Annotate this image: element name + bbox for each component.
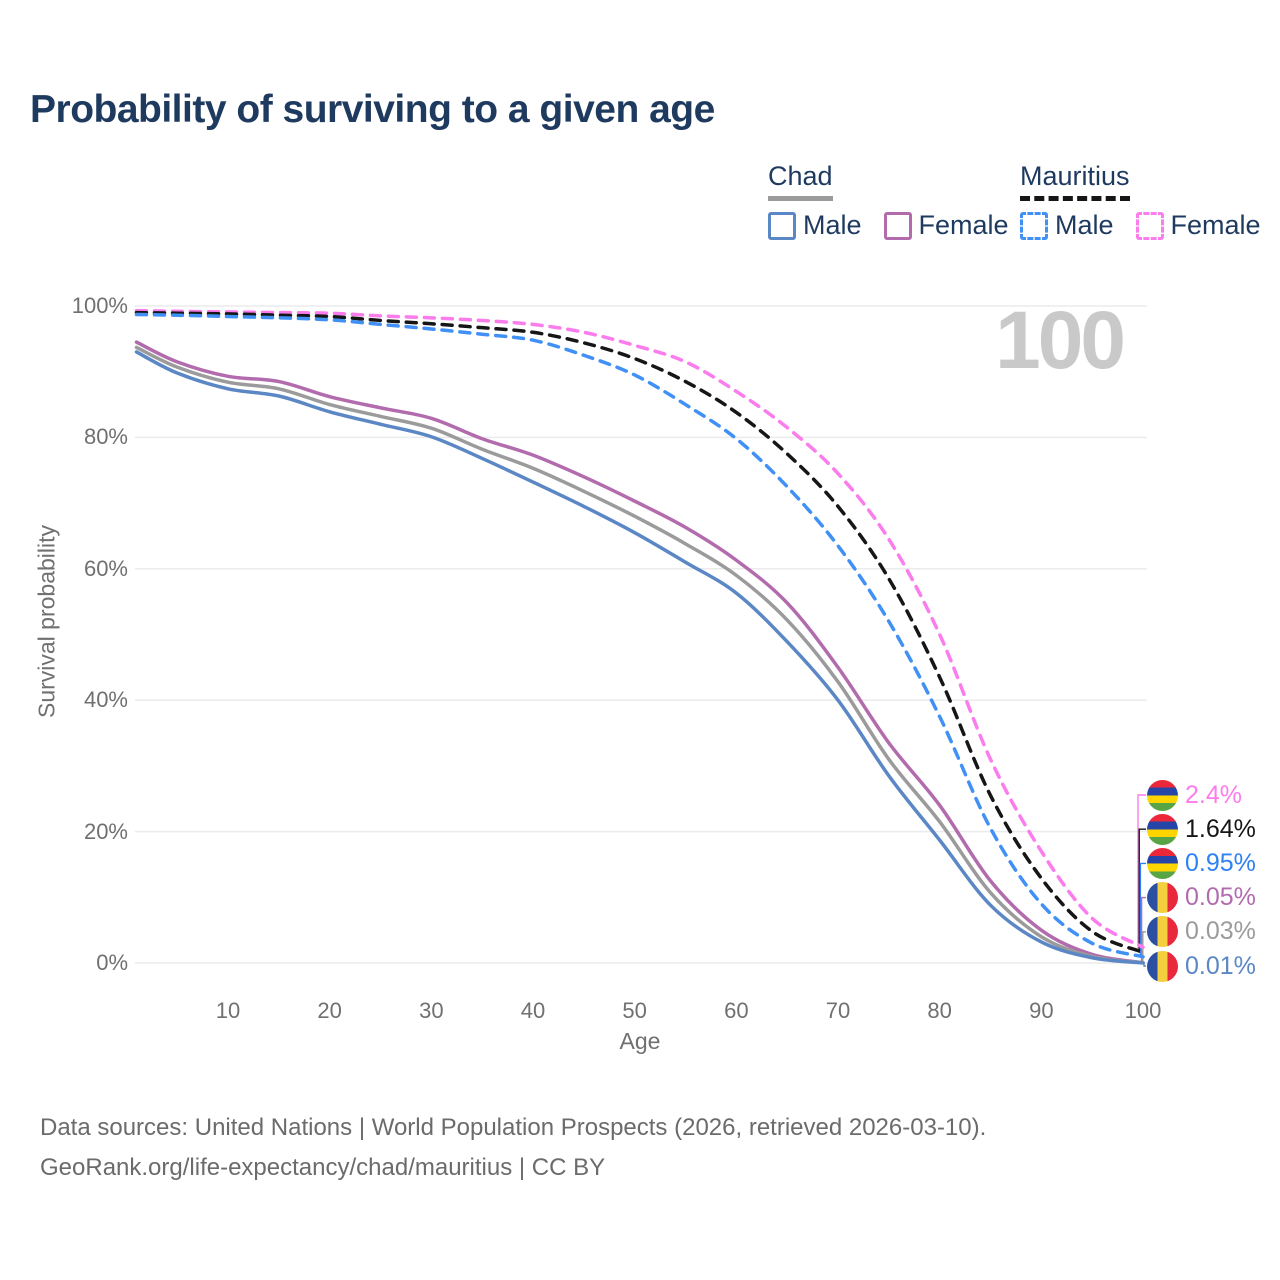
legend-item-label: Male [803,210,862,240]
mauritius-flag-icon [1147,779,1178,811]
chad-flag-icon [1147,950,1178,982]
x-tick-label: 40 [520,998,546,1023]
curve-chad-male [134,350,1145,965]
chad-flag-icon [1147,882,1178,914]
end-label-value: 0.95% [1185,848,1256,877]
x-tick-label: 20 [317,998,342,1023]
legend-item-chad-male[interactable]: Male [768,210,862,241]
legend-country-label: Mauritius [1020,161,1130,201]
curve-mauritius-male [134,312,1145,959]
chad-flag-icon [1147,916,1178,948]
x-tick-label: 60 [724,998,749,1023]
legend-item-mauritius-female[interactable]: Female [1135,210,1261,241]
legend-item-label: Male [1055,210,1114,240]
legend-group-mauritius: Mauritius Male Female [1020,161,1280,241]
age-watermark: 100 [995,295,1126,386]
legend-item-label: Female [918,210,1009,240]
curve-chad-both [134,345,1145,965]
end-label-mauritius-female: 2.4% [1147,779,1242,811]
mauritius-flag-icon [1147,847,1178,879]
footer-attribution: GeoRank.org/life-expectancy/chad/mauriti… [40,1154,606,1181]
y-tick-label: 0% [96,950,128,975]
legend-item-label: Female [1170,210,1261,240]
end-label-value: 0.03% [1185,917,1256,946]
legend-checkbox-icon[interactable] [1135,211,1164,240]
curve-mauritius-both [134,310,1145,954]
curve-mauritius-female [134,308,1145,949]
x-tick-label: 90 [1029,998,1054,1023]
x-tick-label: 50 [622,998,647,1023]
end-label-chad-male: 0.01% [1147,950,1256,982]
y-tick-label: 20% [83,818,128,844]
legend-checkbox-icon[interactable] [768,211,796,240]
x-tick-label: 10 [215,998,241,1023]
legend-group-chad: Chad Male Female [768,161,1031,241]
y-tick-label: 100% [71,293,128,318]
chart-title: Probability of surviving to a given age [30,88,715,131]
y-tick-label: 60% [83,555,128,581]
end-label-value: 0.01% [1185,951,1256,980]
end-label-value: 1.64% [1185,814,1256,843]
x-tick-label: 100 [1124,998,1162,1023]
end-label-value: 2.4% [1185,780,1242,809]
footer: Data sources: United Nations | World Pop… [40,1108,986,1188]
x-axis-title: Age [619,1028,661,1054]
legend-item-mauritius-male[interactable]: Male [1020,210,1114,241]
end-label-chad-female: 0.05% [1147,882,1256,914]
curve-chad-female [134,340,1145,965]
end-label-mauritius-male: 0.95% [1147,847,1256,879]
legend-checkbox-icon[interactable] [883,211,912,240]
end-label-chad-both: 0.03% [1147,916,1256,948]
mauritius-flag-icon [1147,813,1178,845]
y-tick-label: 80% [83,424,128,450]
x-tick-label: 70 [825,998,851,1023]
legend-country-label: Chad [768,161,833,201]
footer-data-sources: Data sources: United Nations | World Pop… [40,1114,987,1141]
y-axis-title: Survival probability [33,524,60,719]
end-label-value: 0.05% [1185,883,1256,912]
y-tick-label: 40% [83,687,128,713]
legend-item-chad-female[interactable]: Female [883,210,1009,241]
x-tick-label: 80 [927,998,952,1023]
end-label-mauritius-both: 1.64% [1147,813,1256,845]
x-tick-label: 30 [419,998,444,1023]
legend-checkbox-icon[interactable] [1020,211,1048,240]
